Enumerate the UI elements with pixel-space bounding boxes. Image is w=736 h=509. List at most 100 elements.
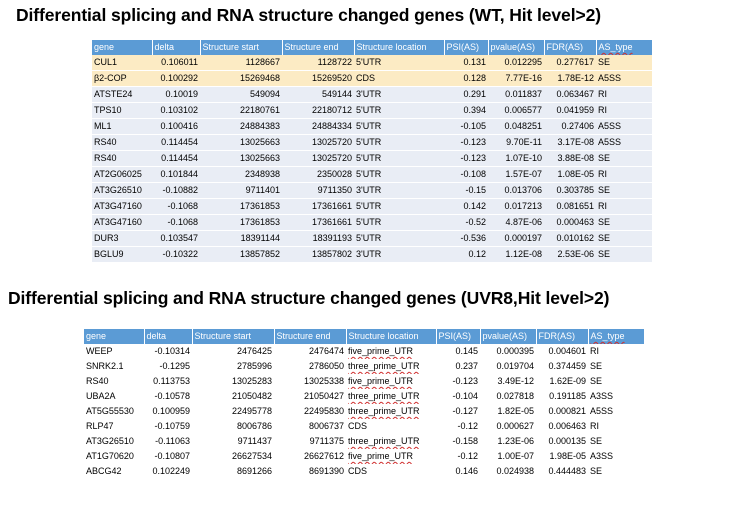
column-header-gene: gene (84, 329, 145, 344)
cell-structure-end: 1128722 (282, 55, 354, 71)
cell-pvalue: 0.017213 (488, 198, 544, 215)
structure-location-text: five_prime_UTR (348, 346, 414, 356)
cell-delta: 0.101844 (152, 166, 200, 183)
cell-psi: -0.123 (444, 134, 488, 151)
cell-structure-end: 8691390 (308, 466, 344, 476)
cell-delta: 0.114454 (152, 150, 200, 167)
cell-pvalue: 0.013706 (488, 182, 544, 199)
wt-table-body: CUL1 0.106011 1128667 1128722 5'UTR 0.131 0.01… (92, 55, 652, 263)
cell-delta: -0.1068 (152, 214, 200, 231)
cell-gene: AT1G70620 (86, 451, 134, 461)
cell-as-type: A5SS (590, 406, 614, 416)
cell-pvalue: 0.000395 (496, 346, 534, 356)
cell-fdr: 0.374459 (548, 361, 586, 371)
cell-psi: 0.128 (444, 70, 488, 87)
cell-structure-start: 549094 (200, 86, 282, 103)
cell-structure-end: 13857802 (282, 246, 354, 263)
cell-psi: 0.142 (444, 198, 488, 215)
cell-structure-end: 9711350 (282, 182, 354, 199)
structure-location-text: three_prime_UTR (348, 391, 420, 401)
structure-location-text: five_prime_UTR (348, 451, 414, 461)
cell-fdr: 0.063467 (544, 86, 596, 103)
cell-structure-location: 3'UTR (354, 182, 444, 199)
cell-as-type: SE (596, 230, 652, 247)
column-header-psi: PSI(AS) (444, 40, 489, 55)
cell-psi: -0.105 (444, 118, 488, 135)
cell-structure-end: 21050427 (303, 391, 344, 401)
cell-as-type: RI (596, 166, 652, 183)
cell-delta: -0.1295 (159, 361, 190, 371)
cell-gene: RS40 (92, 150, 152, 167)
cell-gene: UBA2A (86, 391, 116, 401)
cell-structure-start: 26627534 (231, 451, 272, 461)
column-header-as-type: AS_type (596, 40, 652, 55)
cell-delta: 0.113753 (153, 376, 190, 386)
cell-psi: -0.12 (457, 451, 478, 461)
cell-structure-location: 5'UTR (354, 150, 444, 167)
cell-structure-location: five_prime_UTR (346, 449, 436, 464)
cell-structure-start: 17361853 (200, 198, 282, 215)
column-header-structure-location: Structure location (354, 40, 445, 55)
cell-pvalue: 0.012295 (488, 55, 544, 71)
cell-psi: 0.291 (444, 86, 488, 103)
cell-gene: AT3G47160 (92, 214, 152, 231)
cell-gene: ABCG42 (86, 466, 122, 476)
cell-pvalue: 0.000627 (496, 421, 534, 431)
structure-location-text: three_prime_UTR (348, 361, 420, 371)
page-title-wt: Differential splicing and RNA structure … (16, 5, 601, 25)
column-header-pvalue: pvalue(AS) (488, 40, 545, 55)
structure-location-text: CDS (348, 421, 368, 431)
cell-gene: CUL1 (92, 55, 152, 71)
table-row: AT3G47160 -0.1068 17361853 17361661 5'UTR 0.1… (92, 198, 652, 215)
cell-delta: 0.103547 (152, 230, 200, 247)
cell-fdr: 0.000463 (544, 214, 596, 231)
structure-location-text: CDS (348, 466, 368, 476)
cell-structure-start: 18391144 (200, 230, 282, 247)
cell-structure-start: 13025283 (231, 376, 272, 386)
table-row: RLP47 -0.10759 8006786 8006737 CDS -0.12 0.000… (84, 419, 644, 434)
table-row: AT3G26510 -0.11063 9711437 9711375 three_pri… (84, 434, 644, 449)
as-type-label: AS_type (590, 331, 625, 341)
cell-delta: -0.10314 (154, 346, 190, 356)
cell-delta: -0.10807 (154, 451, 190, 461)
cell-delta: 0.102249 (152, 466, 190, 476)
cell-as-type: SE (596, 150, 652, 167)
cell-delta: 0.100959 (152, 406, 190, 416)
cell-delta: 0.103102 (152, 102, 200, 119)
cell-pvalue: 1.07E-10 (488, 150, 544, 167)
cell-delta: 0.114454 (152, 134, 200, 151)
cell-structure-location: three_prime_UTR (346, 434, 436, 449)
cell-structure-location: three_prime_UTR (346, 359, 436, 374)
cell-as-type: A3SS (590, 451, 614, 461)
cell-delta: -0.10322 (152, 246, 200, 263)
cell-gene: β2-COP (92, 70, 152, 87)
cell-structure-start: 24884383 (200, 118, 282, 135)
uvr8-genes-table: gene delta Structure start Structure end… (84, 329, 644, 479)
cell-psi: -0.536 (444, 230, 488, 247)
cell-structure-start: 21050482 (231, 391, 272, 401)
cell-fdr: 1.98E-05 (549, 451, 586, 461)
table-row: TPS10 0.103102 22180761 22180712 5'UTR 0.394 0… (92, 102, 652, 119)
cell-structure-location: 5'UTR (354, 134, 444, 151)
cell-gene: AT2G06025 (92, 166, 152, 183)
table-row: AT1G70620 -0.10807 26627534 26627612 five_pr… (84, 449, 644, 464)
cell-as-type: RI (590, 421, 599, 431)
cell-gene: ATSTE24 (92, 86, 152, 103)
cell-structure-start: 8691266 (236, 466, 272, 476)
cell-delta: -0.10759 (154, 421, 190, 431)
cell-structure-start: 22180761 (200, 102, 282, 119)
cell-pvalue: 3.49E-12 (497, 376, 534, 386)
cell-structure-end: 2476474 (308, 346, 344, 356)
table-row: RS40 0.114454 13025663 13025720 5'UTR -0.123 1… (92, 150, 652, 167)
column-header-structure-start: Structure start (200, 40, 283, 55)
cell-delta: 0.106011 (152, 55, 200, 71)
cell-structure-location: five_prime_UTR (346, 344, 436, 359)
cell-psi: 0.237 (455, 361, 478, 371)
cell-structure-start: 17361853 (200, 214, 282, 231)
cell-structure-end: 13025720 (282, 150, 354, 167)
cell-structure-end: 22495830 (303, 406, 344, 416)
table-row: DUR3 0.103547 18391144 18391193 5'UTR -0.536 0… (92, 230, 652, 247)
cell-as-type: A5SS (596, 70, 652, 87)
cell-psi: -0.158 (452, 436, 478, 446)
cell-structure-end: 24884334 (282, 118, 354, 135)
